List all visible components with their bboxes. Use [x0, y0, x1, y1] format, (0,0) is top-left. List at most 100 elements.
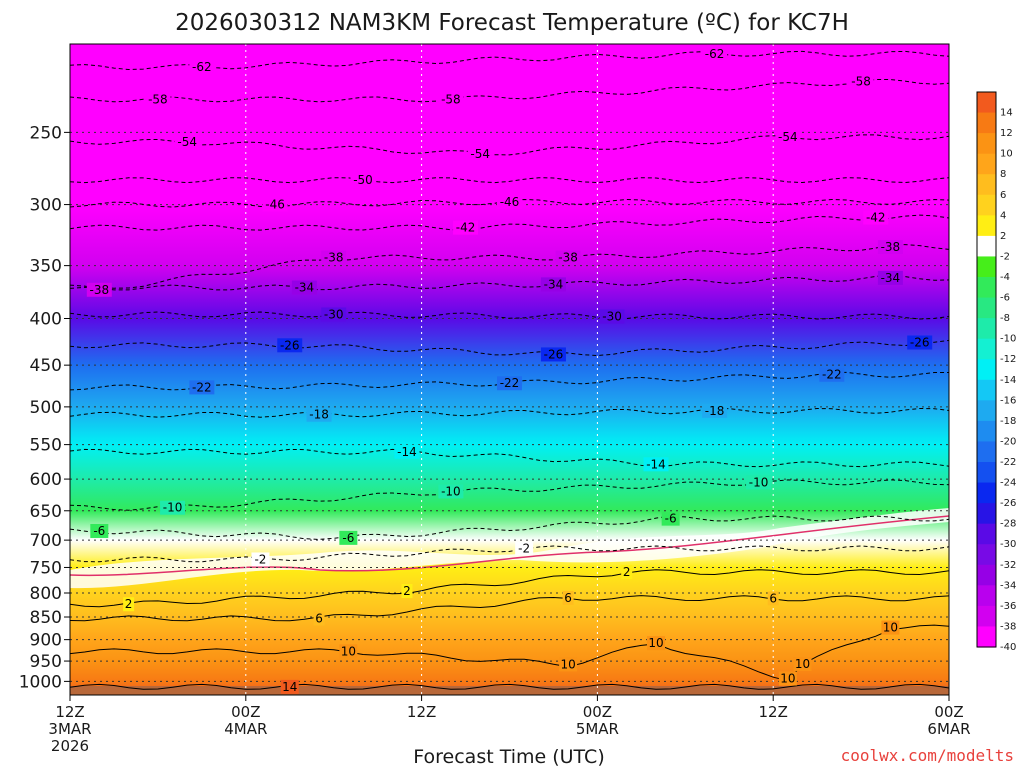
y-tick-label: 550	[30, 436, 62, 456]
colorbar-label: 12	[1000, 128, 1013, 139]
contour-label: -10	[749, 475, 769, 489]
contour-label: -54	[778, 130, 798, 144]
x-tick-label: 00Z	[934, 703, 963, 721]
contour-label-bg	[661, 511, 680, 526]
contour-line	[70, 50, 949, 71]
contour-label: -14	[646, 457, 666, 471]
contour-label-bg	[174, 134, 200, 149]
contour-label-bg	[189, 380, 215, 395]
contour-label-bg	[819, 367, 845, 382]
y-tick-label: 750	[30, 558, 62, 578]
contour-label-bg	[262, 197, 288, 212]
contour-label: -38	[881, 240, 901, 254]
contour-label-bg	[453, 220, 479, 235]
colorbar-label: -38	[1000, 621, 1016, 632]
contour-label-bg	[559, 657, 578, 672]
colorbar-swatch	[977, 379, 996, 401]
colorbar-label: 2	[1000, 231, 1006, 242]
colorbar-swatch	[977, 544, 996, 566]
contour-label-bg	[793, 656, 812, 671]
contour-label: -30	[324, 308, 344, 322]
contour-label: -14	[397, 445, 417, 459]
colorbar-label: 6	[1000, 190, 1006, 201]
y-tick-label: 700	[30, 531, 62, 551]
credit-text: coolwx.com/modelts	[841, 746, 1014, 765]
contour-line	[70, 569, 949, 608]
contour-label: -6	[342, 531, 354, 545]
contour-label: -42	[866, 211, 886, 225]
colorbar-swatch	[977, 441, 996, 463]
contour-label: -2	[254, 552, 266, 566]
colorbar-label: -40	[1000, 642, 1016, 653]
contour-label: -30	[602, 310, 622, 324]
contour-label-bg	[702, 403, 728, 418]
contour-label: 10	[648, 636, 663, 650]
contour-label: 10	[341, 644, 356, 658]
colorbar-swatch	[977, 482, 996, 504]
colorbar-label: -28	[1000, 519, 1016, 530]
colorbar-label: -12	[1000, 354, 1016, 365]
colorbar-swatch	[977, 462, 996, 484]
colorbar-swatch	[977, 297, 996, 319]
x-tick-label: 6MAR	[927, 720, 970, 738]
colorbar-label: -22	[1000, 457, 1016, 468]
colorbar-label: -20	[1000, 436, 1016, 447]
x-axis-label: Forecast Time (UTC)	[413, 746, 604, 768]
y-tick-label: 300	[30, 196, 62, 216]
contour-label: -6	[665, 512, 677, 526]
colorbar-label: -2	[1000, 251, 1010, 262]
x-tick-label: 00Z	[583, 703, 612, 721]
contour-label-bg	[562, 590, 574, 605]
colorbar-label: -36	[1000, 601, 1016, 612]
contour-label: -62	[192, 60, 212, 74]
contour-label-bg	[251, 552, 270, 567]
colorbar-swatch	[977, 564, 996, 586]
contour-label: -18	[705, 404, 725, 418]
contour-line	[70, 545, 949, 563]
colorbar-swatch	[977, 277, 996, 299]
contour-line	[70, 407, 949, 418]
colorbar-swatch	[977, 92, 996, 114]
contour-label-bg	[467, 146, 493, 161]
contour-label-bg	[90, 523, 109, 538]
colorbar-label: -30	[1000, 539, 1016, 550]
y-tick-label: 500	[30, 398, 62, 418]
freezing-line	[70, 515, 949, 577]
colorbar-swatch	[977, 318, 996, 340]
contour-label-bg	[647, 636, 665, 651]
contour-label-bg	[907, 335, 933, 350]
colorbar-swatch	[977, 585, 996, 607]
contour-label: -54	[470, 147, 490, 161]
contour-label-bg	[515, 541, 534, 556]
contour-label-bg	[848, 74, 874, 89]
contour-label: -34	[295, 281, 315, 295]
colorbar-swatch	[977, 235, 996, 258]
x-tick-label: 00Z	[231, 703, 260, 721]
contour-label-bg	[599, 309, 625, 324]
contour-label-bg	[339, 530, 358, 545]
contour-label: 10	[560, 657, 575, 671]
colorbar-swatch	[977, 626, 996, 648]
contour-line	[70, 448, 949, 468]
contour-line	[70, 274, 949, 291]
x-tick-label: 3MAR	[48, 720, 91, 738]
contour-labels: -62-62-58 -58-58-54-54-54-50-46 -46-42-42-…	[86, 46, 933, 694]
colorbar-label: 8	[1000, 169, 1006, 180]
contour-label: -54	[177, 135, 197, 149]
contour-label: 10	[795, 657, 810, 671]
contour-label: 6	[564, 591, 572, 605]
contour-label-bg	[394, 444, 420, 459]
contour-label-bg	[123, 597, 135, 612]
contour-line	[70, 683, 949, 690]
contour-label: -26	[280, 338, 300, 352]
contour-label-bg	[881, 620, 900, 635]
contour-label-bg	[438, 92, 464, 107]
contour-label-bg	[555, 250, 581, 265]
contour-label-bg	[778, 671, 797, 686]
colorbar-swatch	[977, 112, 996, 134]
contour-label: -22	[192, 380, 212, 394]
y-tick-label: 650	[30, 502, 62, 522]
y-tick-label: 350	[30, 257, 62, 277]
contour-label-bg	[438, 484, 464, 499]
